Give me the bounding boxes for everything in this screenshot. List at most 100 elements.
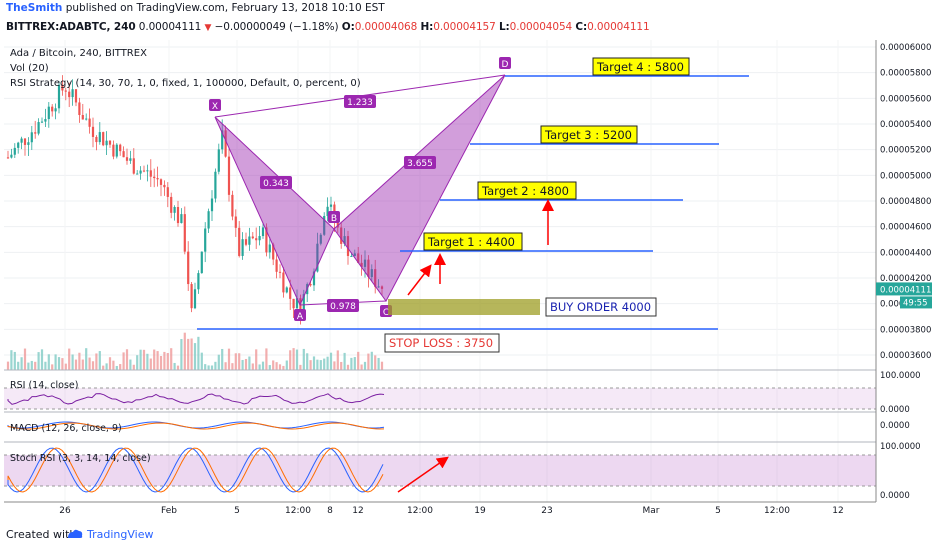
volume-bar <box>255 349 258 370</box>
candle-body <box>360 262 363 267</box>
candle-body <box>187 251 190 285</box>
candle-body <box>85 118 88 120</box>
candle-body <box>234 216 237 228</box>
price-tick-label: 0.00005000 <box>880 171 931 181</box>
volume-bar <box>156 351 159 370</box>
candle-body <box>231 194 234 217</box>
footer: Created with TradingView <box>0 517 932 550</box>
candle-body <box>340 227 343 244</box>
rsi-line <box>7 393 385 405</box>
volume-bar <box>268 365 271 370</box>
candle-body <box>54 108 57 112</box>
time-tick-label: 12:00 <box>764 506 790 516</box>
volume-bar <box>44 361 47 370</box>
candle-body <box>251 236 254 239</box>
candle-body <box>47 106 50 120</box>
volume-bar <box>88 357 91 370</box>
volume-bar <box>200 352 203 370</box>
candle-body <box>51 106 54 112</box>
candle-body <box>268 244 271 253</box>
volume-bar <box>27 362 30 370</box>
candle-body <box>326 206 329 216</box>
candle-body <box>20 138 23 143</box>
candle-body <box>227 156 231 195</box>
time-axis[interactable]: 26 Feb 5 12:00 8 12 12:00 19 23 Mar 5 12:00 12 <box>4 501 876 516</box>
chart-canvas[interactable]: X A B C D 1.233 0.343 3.655 0.978 Target 4 : 580… <box>0 37 932 517</box>
target-levels: Target 4 : 5800 Target 3 : 5200 Target 2 :… <box>197 57 749 353</box>
volume-bar <box>173 362 176 370</box>
volume-bar <box>146 353 149 370</box>
point-badge <box>328 211 340 223</box>
candle-body <box>248 236 251 245</box>
footer-brand[interactable]: TradingView <box>87 528 154 541</box>
candle-body <box>363 259 367 267</box>
volume-bar <box>346 364 350 370</box>
stop-loss-label: STOP LOSS : 3750 <box>389 336 493 350</box>
point-badge <box>499 57 511 69</box>
volume-bar <box>306 353 309 370</box>
candle-body <box>316 243 319 272</box>
volume-bar <box>190 338 193 370</box>
volume-bar <box>23 348 27 370</box>
candle-body <box>180 214 183 224</box>
legend-pair: Ada / Bitcoin, 240, BITTREX <box>10 48 147 59</box>
candle-body <box>153 176 156 179</box>
point-label: X <box>212 102 218 112</box>
buy-zone <box>388 299 540 315</box>
candle-body <box>289 287 292 299</box>
volume-bar <box>10 350 13 370</box>
price-tick-label: 0.00004600 <box>880 223 931 233</box>
candle-body <box>204 228 207 252</box>
candle-body <box>136 173 139 175</box>
time-tick-label: 12:00 <box>285 506 311 516</box>
volume-bar <box>183 332 186 370</box>
countdown-tag-label: 49:55 <box>903 298 928 308</box>
volume-bar <box>153 349 156 370</box>
volume-bar <box>132 364 135 370</box>
volume-bar <box>34 361 37 370</box>
down-arrow-icon: ▼ <box>204 23 212 33</box>
open-value: 0.00004068 <box>354 21 418 33</box>
price-tick-label: 0.00004800 <box>880 197 931 207</box>
last-price: 0.00004111 <box>138 21 202 33</box>
author-name[interactable]: TheSmith <box>6 2 63 14</box>
candle-body <box>57 84 61 109</box>
legend-vol: Vol (20) <box>10 63 49 74</box>
time-tick-label: 12 <box>352 506 363 516</box>
price-axis[interactable]: 0.00006000 0.00005800 0.00005600 0.00005400… <box>875 40 932 502</box>
xab-triangle <box>214 116 335 307</box>
price-change: −0.00000049 (−1.18%) <box>214 21 339 33</box>
candle-body <box>98 132 101 143</box>
price-tick-label: 0.00004200 <box>880 274 931 284</box>
candle-body <box>13 147 16 155</box>
candle-body <box>241 239 244 256</box>
main-pane[interactable] <box>4 40 876 370</box>
close-value: 0.00004111 <box>587 21 650 33</box>
ratio-badge <box>327 299 359 312</box>
point-label: B <box>331 214 337 224</box>
volume-bar <box>367 353 370 370</box>
candle-body <box>238 227 241 256</box>
candle-body <box>61 84 64 91</box>
volume-bar <box>244 358 248 370</box>
time-tick-label: 19 <box>474 506 486 516</box>
volume-bar <box>125 349 129 370</box>
volume-bar <box>163 351 166 370</box>
candle-body <box>197 273 200 290</box>
candle-body <box>221 130 224 150</box>
candle-body <box>200 251 203 274</box>
stoch-tick-label: 0.0000 <box>880 491 910 501</box>
volume-bar <box>119 364 122 370</box>
rsi-tick-label: 0.0000 <box>880 405 910 415</box>
volume-bar <box>98 351 101 370</box>
tradingview-logo-icon <box>68 529 83 538</box>
price-tick-label: 0.00005800 <box>880 69 931 79</box>
candle-body <box>102 132 105 146</box>
volume-bar <box>374 355 377 370</box>
rsi-band <box>4 388 876 409</box>
candle-body <box>119 144 122 152</box>
stop-loss-box <box>384 333 500 353</box>
high-value: 0.00004157 <box>433 21 496 33</box>
candle-body <box>217 149 220 172</box>
volume-bar <box>350 357 353 370</box>
